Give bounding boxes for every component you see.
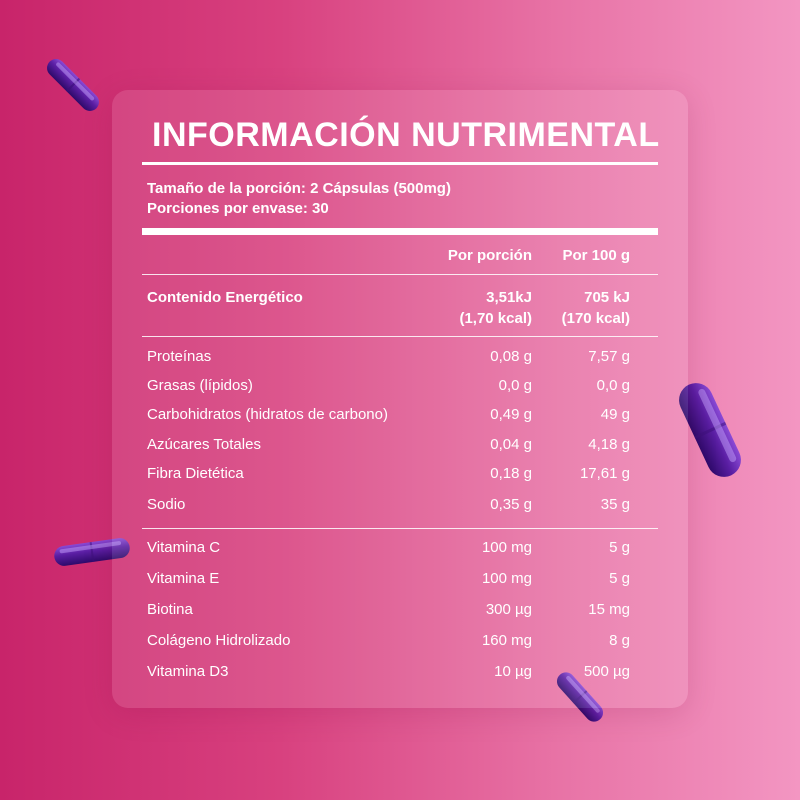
vitamin-per-100g: 500 µg (583, 663, 630, 680)
column-header-per-serving: Por porción (447, 247, 532, 264)
nutrition-panel: INFORMACIÓN NUTRIMENTAL Tamaño de la por… (112, 90, 688, 708)
vitamin-per-serving: 160 mg (481, 632, 532, 649)
nutrient-per-serving: 0,08 g (490, 348, 532, 365)
energy-per-serving-kj: 3,51kJ (486, 289, 532, 306)
nutrient-per-100g: 0,0 g (596, 377, 630, 394)
nutrient-per-serving: 0,18 g (490, 465, 532, 482)
vitamin-per-100g: 15 mg (588, 601, 630, 618)
energy-per-serving-kcal: (1,70 kcal) (459, 310, 532, 327)
nutrient-name: Grasas (lípidos) (147, 377, 253, 394)
page-title: INFORMACIÓN NUTRIMENTAL (152, 116, 660, 154)
serving-size: Tamaño de la porción: 2 Cápsulas (500mg) (147, 180, 451, 197)
nutrient-name: Proteínas (147, 348, 212, 365)
capsule-icon (556, 672, 604, 722)
vitamin-per-100g: 5 g (609, 539, 630, 556)
capsule-icon (679, 383, 741, 477)
column-header-per-100g: Por 100 g (562, 247, 630, 264)
nutrient-per-100g: 49 g (600, 406, 630, 423)
divider (142, 228, 658, 235)
nutrient-per-serving: 0,0 g (498, 377, 532, 394)
vitamin-name: Vitamina E (147, 570, 220, 587)
nutrient-name: Azúcares Totales (147, 436, 261, 453)
divider (142, 528, 658, 529)
divider (142, 274, 658, 275)
divider (142, 336, 658, 337)
vitamin-per-100g: 8 g (609, 632, 630, 649)
vitamin-per-serving: 10 µg (494, 663, 532, 680)
nutrient-name: Carbohidratos (hidratos de carbono) (147, 406, 388, 423)
capsule-icon (47, 59, 99, 111)
energy-per-100g-kj: 705 kJ (584, 289, 630, 306)
nutrient-per-serving: 0,49 g (490, 406, 532, 423)
vitamin-name: Vitamina C (147, 539, 221, 556)
divider (142, 162, 658, 165)
nutrient-name: Fibra Dietética (147, 465, 244, 482)
vitamin-per-serving: 300 µg (485, 601, 532, 618)
vitamin-per-100g: 5 g (609, 570, 630, 587)
nutrient-per-100g: 35 g (600, 496, 630, 513)
nutrient-name: Sodio (147, 496, 186, 513)
energy-per-100g-kcal: (170 kcal) (561, 310, 630, 327)
nutrient-per-serving: 0,35 g (490, 496, 532, 513)
vitamin-name: Biotina (147, 601, 193, 618)
nutrient-per-100g: 17,61 g (579, 465, 630, 482)
nutrient-per-serving: 0,04 g (490, 436, 532, 453)
capsule-icon (54, 538, 130, 566)
nutrient-per-100g: 4,18 g (588, 436, 630, 453)
vitamin-name: Vitamina D3 (147, 663, 229, 680)
servings-per-container: Porciones por envase: 30 (147, 200, 329, 217)
vitamin-per-serving: 100 mg (481, 570, 532, 587)
nutrient-per-100g: 7,57 g (588, 348, 630, 365)
vitamin-per-serving: 100 mg (481, 539, 532, 556)
energy-label: Contenido Energético (147, 289, 303, 306)
vitamin-name: Colágeno Hidrolizado (147, 632, 291, 649)
